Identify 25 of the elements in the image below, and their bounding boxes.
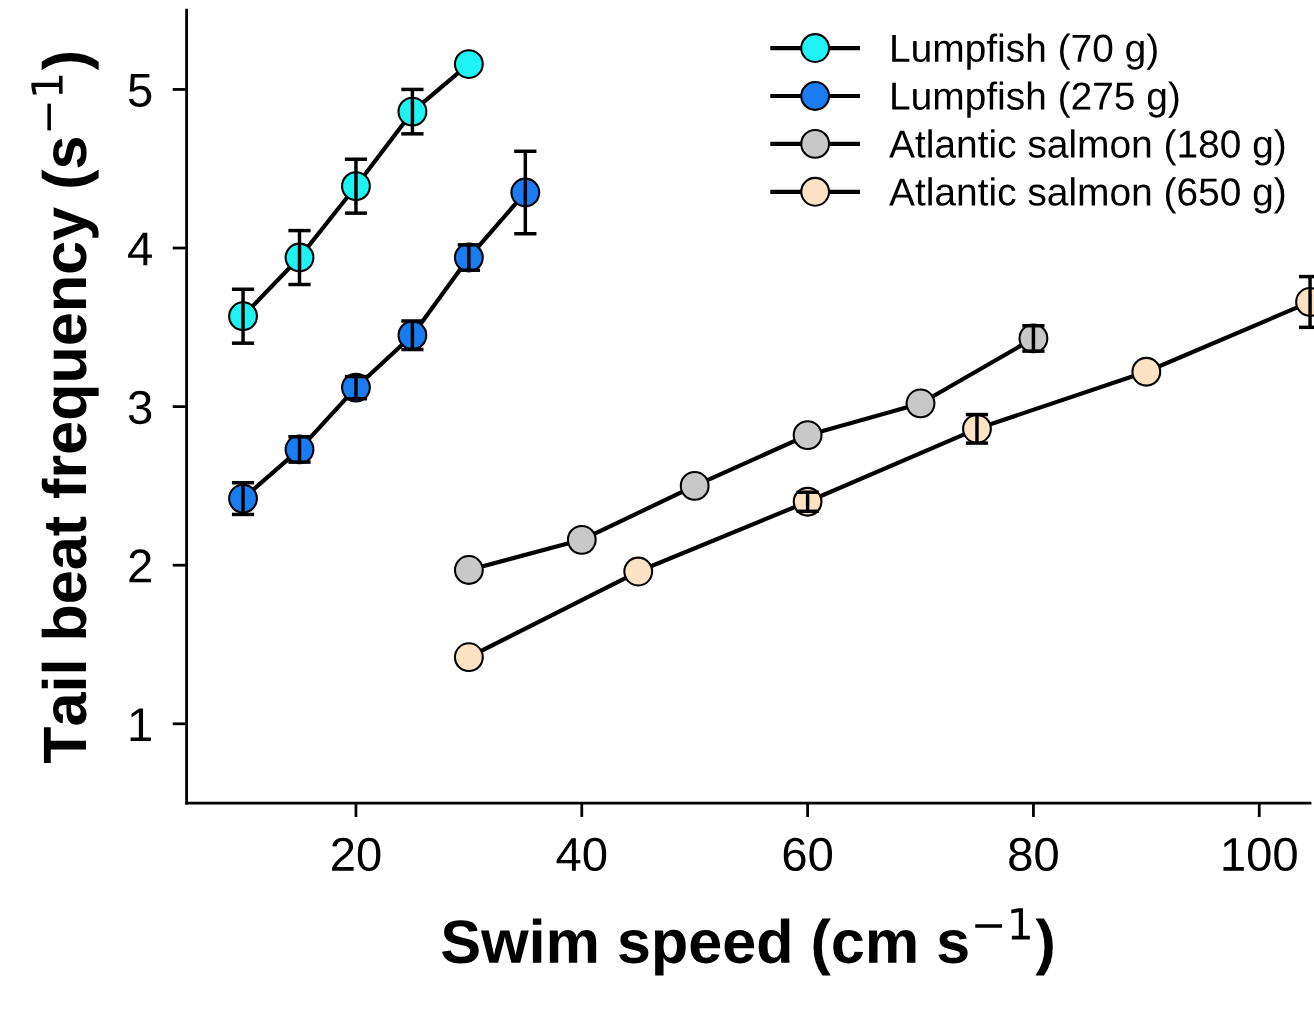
point [453,642,484,673]
point [1131,356,1162,387]
x-tick-label: 60 [783,837,833,872]
point [453,555,484,585]
point [453,49,484,79]
point [566,524,597,555]
point [792,420,823,451]
x-tick-label: 20 [332,837,381,872]
legend-label: Atlantic salmon (180 g) [889,129,1285,166]
x-tick-label: 80 [1009,837,1058,872]
point [623,556,654,587]
x-tick-label: 100 [1223,837,1297,872]
legend-label: Lumpfish (70 g) [892,33,1157,70]
y-tick-label: 1 [130,708,151,741]
y-tick-label: 3 [128,390,152,425]
y-tick-label: 5 [128,74,152,108]
point [679,470,710,501]
y-axis-title: Tail beat frequency (s$^{−1}$) [31,52,99,764]
point [905,388,936,419]
legend-label: Atlantic salmon (650 g) [889,177,1285,214]
x-tick-label: 40 [556,837,607,872]
legend-label: Lumpfish (275 g) [892,81,1179,118]
y-tick-label: 4 [128,232,152,266]
y-tick-label: 2 [129,549,151,583]
x-axis-title: Swim speed (cm s$^{−1}$) [442,908,1053,976]
